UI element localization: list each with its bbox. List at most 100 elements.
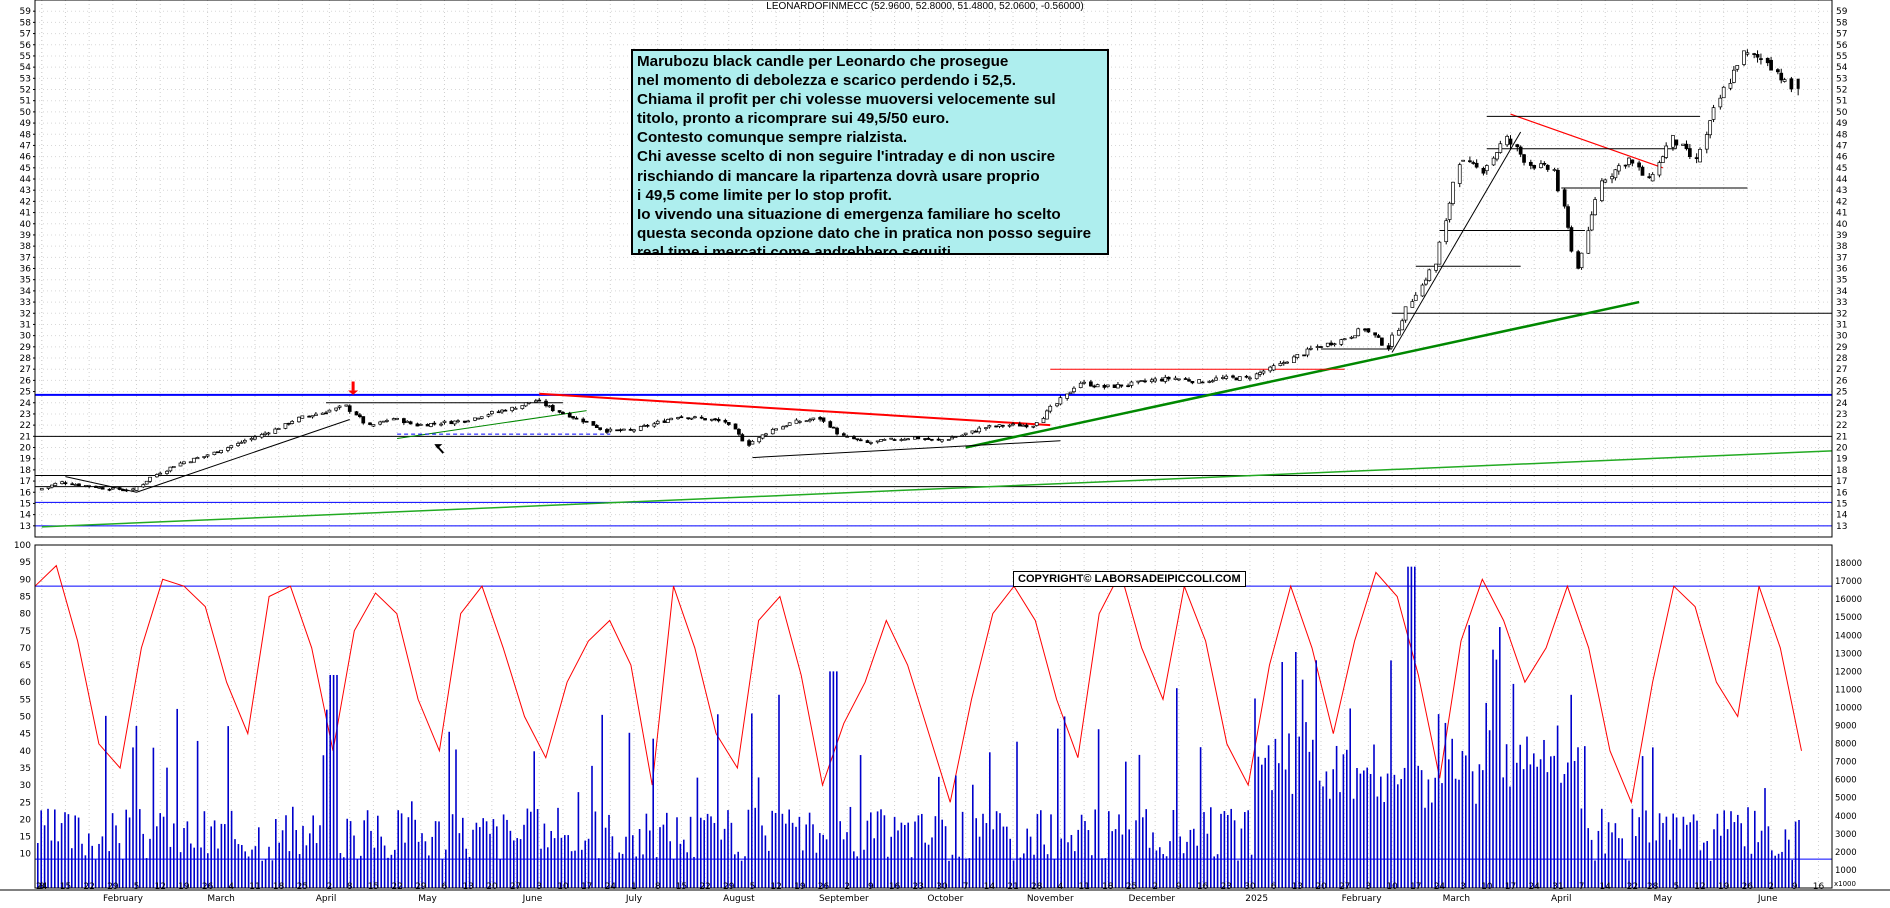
- candle-body: [107, 488, 112, 491]
- candle-body: [1484, 165, 1489, 172]
- x-tick-label: 6: [1271, 882, 1277, 892]
- x-tick-label: June: [522, 894, 543, 903]
- price-tick-left: 47: [20, 141, 31, 151]
- volume-bar: [972, 784, 974, 888]
- candle-body: [1173, 377, 1178, 380]
- volume-bar: [859, 755, 862, 888]
- candle-body: [665, 419, 670, 423]
- price-tick-left: 40: [20, 220, 32, 230]
- volume-bar: [1645, 810, 1647, 888]
- candle-body: [1671, 135, 1675, 148]
- price-tick-left: 23: [20, 410, 31, 420]
- price-tick-left: 56: [20, 41, 32, 51]
- price-tick-right: 51: [1836, 97, 1847, 107]
- volume-bar: [1444, 722, 1447, 888]
- candle-body: [1765, 57, 1770, 64]
- candle-body: [618, 429, 623, 432]
- trendlines: [41, 113, 1833, 528]
- volume-bar: [1162, 854, 1164, 888]
- volume-bar: [1189, 829, 1192, 888]
- volume-bar: [785, 823, 787, 888]
- price-tick-left: 29: [20, 343, 32, 353]
- volume-bar: [1526, 736, 1528, 888]
- volume-bar: [815, 852, 818, 888]
- volume-bar: [271, 860, 274, 888]
- annotation-line: nel momento di debolezza e scarico perde…: [637, 72, 1016, 90]
- volume-bar: [893, 816, 896, 888]
- candle-body: [266, 432, 271, 435]
- volume-bar: [115, 825, 117, 888]
- x-tick-label: 2: [844, 882, 850, 892]
- candle-body: [286, 422, 291, 425]
- volume-bar: [829, 671, 831, 888]
- x-tick-label: 8: [39, 882, 45, 892]
- black-impulse-line: [1391, 131, 1522, 353]
- volume-bar: [1410, 566, 1413, 888]
- candle-body: [1234, 377, 1239, 381]
- volume-bar: [822, 834, 824, 888]
- x-tick-label: 22: [1627, 882, 1638, 892]
- candle-body: [1373, 332, 1377, 336]
- volume-bar: [118, 843, 121, 888]
- candle-body: [124, 489, 129, 492]
- candle-body: [764, 433, 768, 436]
- volume-bar: [1573, 760, 1576, 888]
- price-tick-left: 41: [20, 209, 31, 219]
- volume-tick: 2000: [1835, 848, 1857, 858]
- candle-body: [841, 433, 846, 436]
- volume-bar: [441, 859, 444, 888]
- candle-body: [1437, 241, 1442, 265]
- x-tick-label: 3: [1460, 882, 1466, 892]
- volume-bar: [125, 809, 127, 888]
- candle-body: [87, 485, 91, 488]
- volume-bar: [900, 822, 903, 888]
- candle-body: [1704, 134, 1709, 150]
- volume-bar: [302, 825, 304, 888]
- volume-bar: [1009, 838, 1011, 888]
- volume-bar: [1261, 764, 1263, 888]
- candle-body: [219, 449, 223, 454]
- volume-bar: [955, 775, 957, 888]
- volume-bar: [1193, 828, 1195, 888]
- markers: [348, 381, 445, 454]
- price-tick-right: 22: [1836, 421, 1847, 431]
- volume-bar: [122, 859, 124, 888]
- x-tick-label: 18: [273, 882, 285, 892]
- volume-bar: [1046, 854, 1049, 888]
- candle-body: [1457, 164, 1462, 184]
- candle-body: [1664, 145, 1669, 158]
- volume-bar: [1301, 679, 1304, 888]
- volume-tick: 5000: [1835, 794, 1857, 804]
- volume-bar: [825, 839, 828, 888]
- volume-bar: [1111, 831, 1113, 888]
- candle-body: [1149, 379, 1154, 382]
- volume-bar: [373, 847, 376, 888]
- volume-bar: [581, 849, 583, 888]
- volume-bar: [1012, 860, 1015, 888]
- volume-bar: [574, 850, 576, 888]
- candle-body: [192, 457, 196, 463]
- candle-body: [1082, 381, 1086, 384]
- volume-bar: [234, 839, 236, 888]
- volume-bar: [1043, 844, 1045, 888]
- volume-tick: 17000: [1835, 577, 1862, 587]
- candle-body: [561, 411, 565, 415]
- annotation-line: real time i mercati come andrebbero segu…: [637, 243, 956, 255]
- volume-bar: [1560, 782, 1562, 888]
- candle-body: [787, 422, 792, 426]
- candle-body: [1518, 146, 1523, 155]
- x-tick-label: 29: [107, 882, 119, 892]
- volume-bar: [1437, 714, 1440, 888]
- volume-bar: [1407, 566, 1409, 888]
- candle-body: [1420, 284, 1425, 297]
- candle-body: [479, 416, 484, 419]
- volume-bar: [873, 838, 875, 888]
- candle-body: [1694, 157, 1699, 160]
- x-tick-label: 5: [1673, 882, 1679, 892]
- oscillator-panel: [34, 564, 1832, 805]
- volume-bar: [322, 755, 325, 888]
- volume-tick: 10000: [1835, 703, 1862, 713]
- x-tick-label: February: [1342, 894, 1383, 903]
- volume-bar: [764, 835, 767, 888]
- candle-body: [1386, 345, 1391, 349]
